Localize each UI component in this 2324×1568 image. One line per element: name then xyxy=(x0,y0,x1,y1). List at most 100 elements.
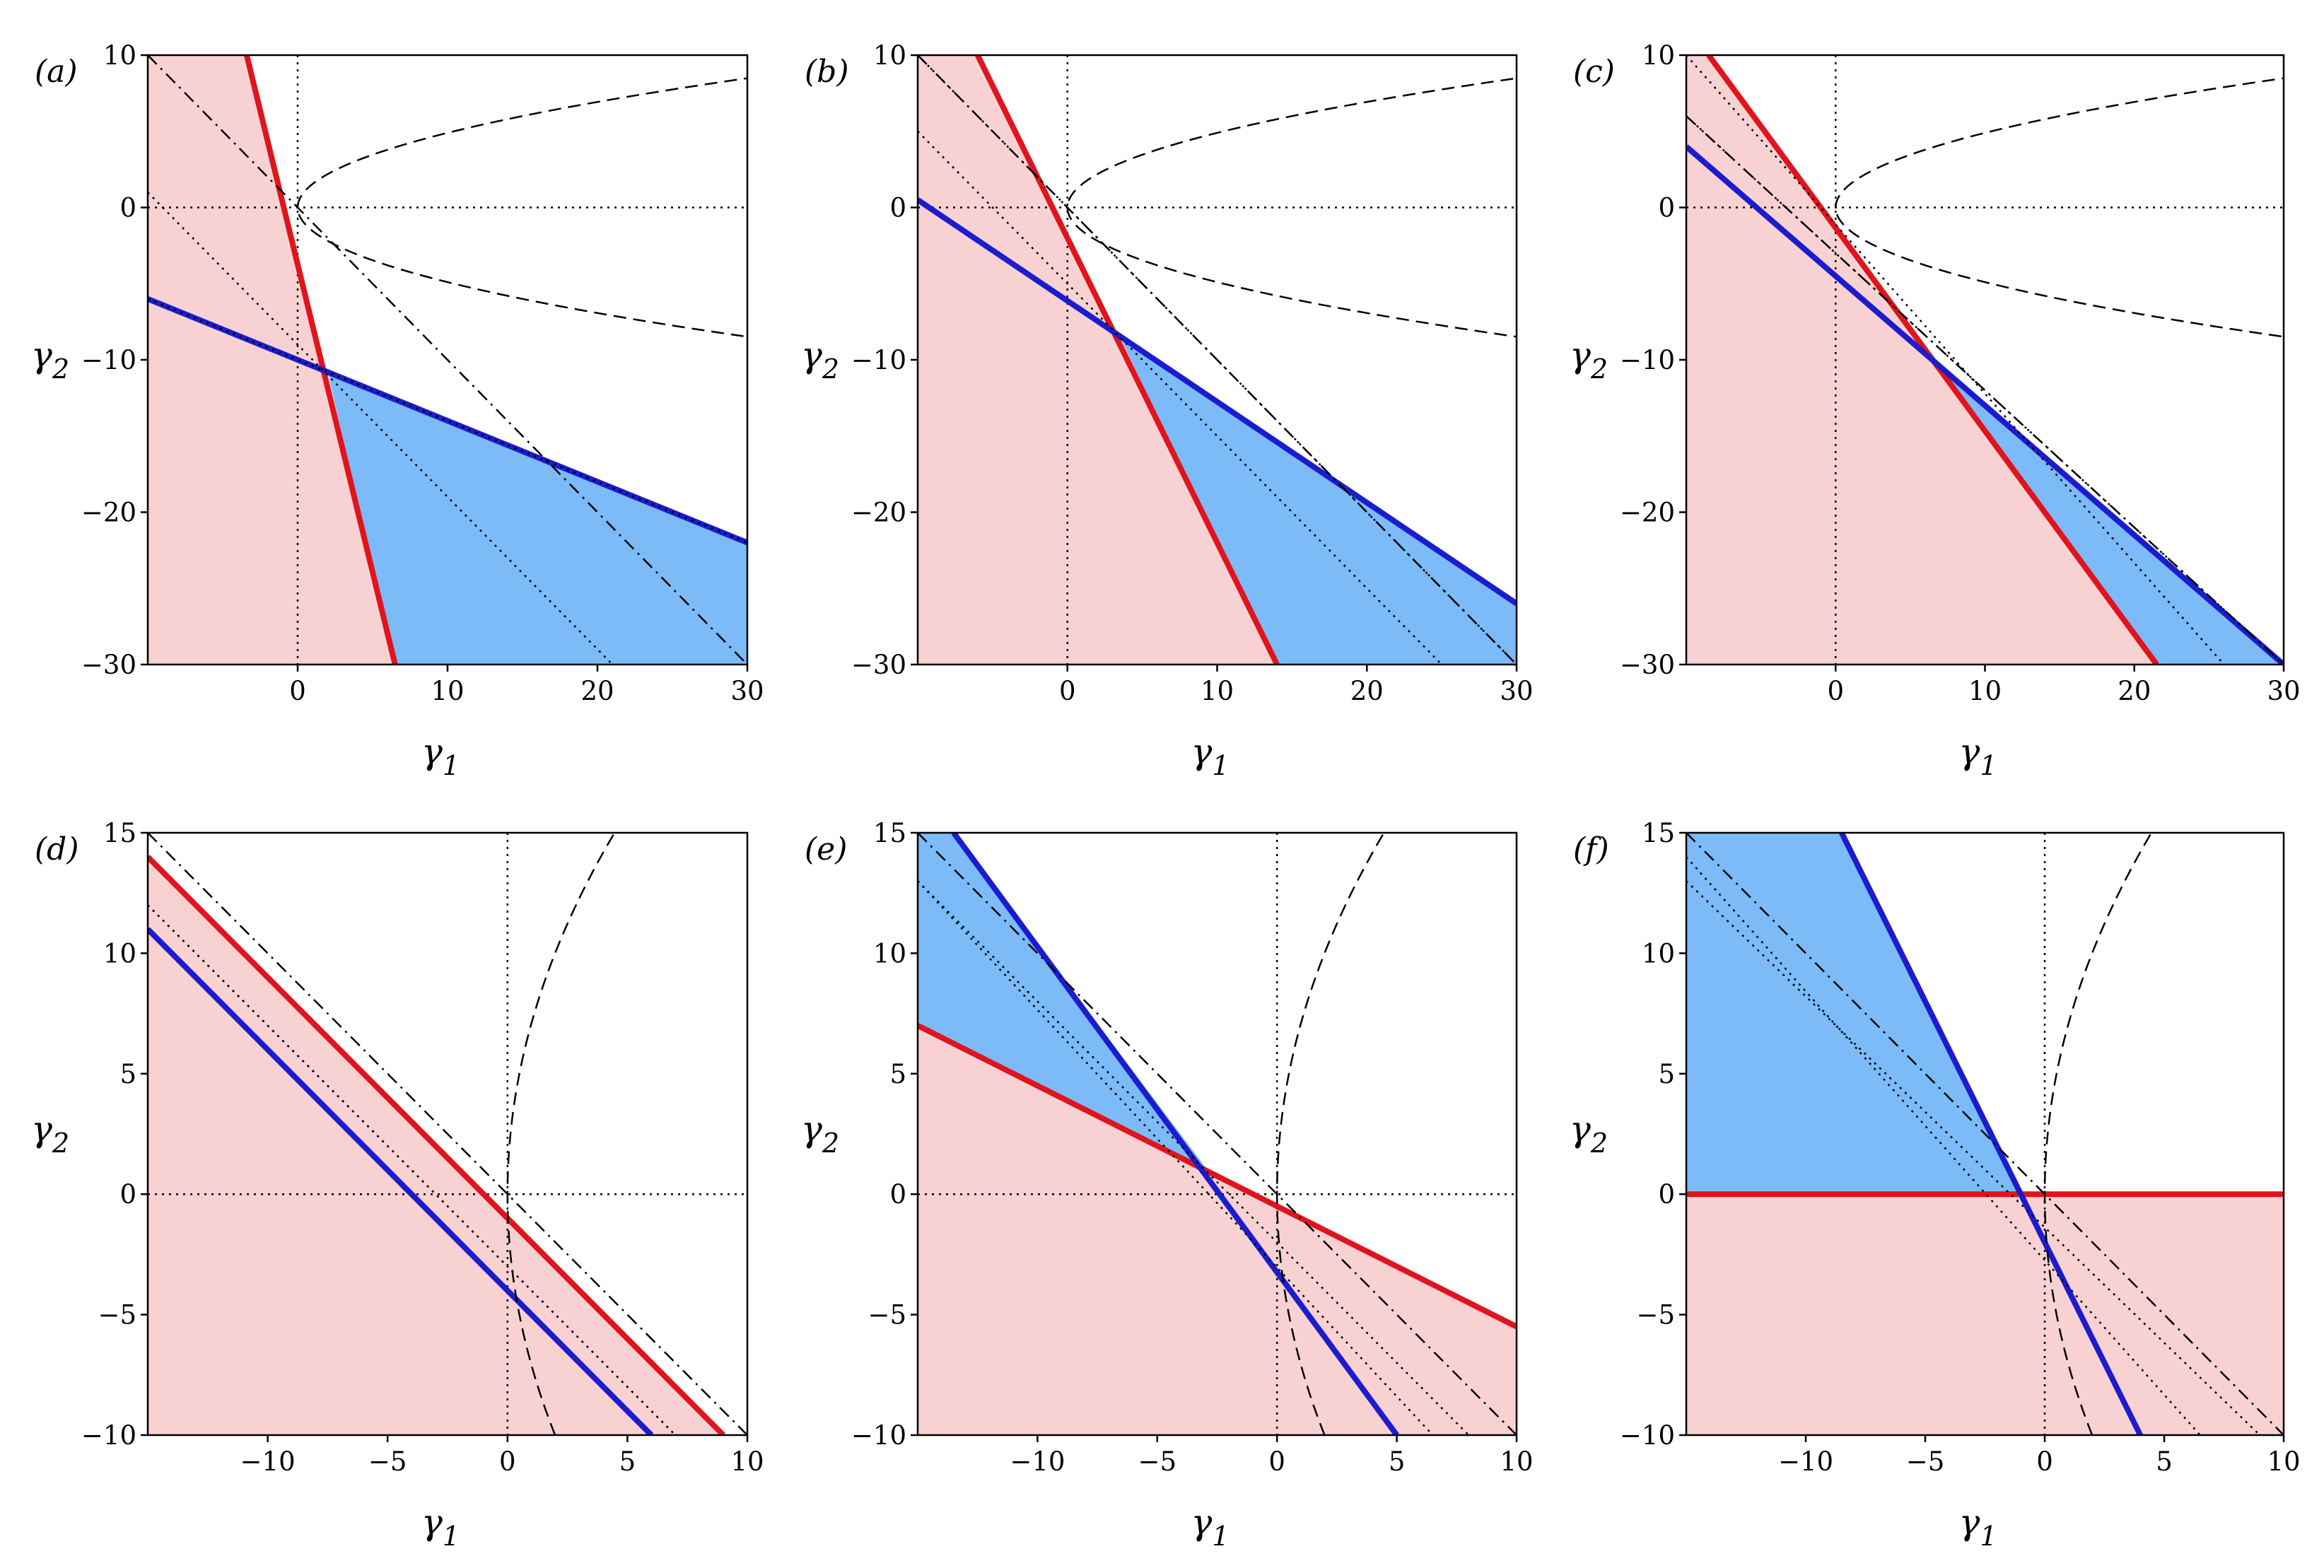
y-tick-label: 10 xyxy=(873,40,906,71)
y-tick-label: −20 xyxy=(1620,498,1675,528)
dotted-line-1 xyxy=(1686,55,2225,665)
x-axis-label: γ1 xyxy=(1191,731,1229,781)
red-region xyxy=(1686,55,2157,665)
x-tick-label: 5 xyxy=(2156,1446,2173,1477)
y-tick-label: 0 xyxy=(1658,193,1675,223)
y-tick-label: −10 xyxy=(81,345,136,375)
blue-region xyxy=(327,372,747,665)
dotted-line-1 xyxy=(918,130,1443,665)
y-tick-label: −20 xyxy=(851,498,906,528)
x-tick-label: 0 xyxy=(2036,1446,2053,1477)
parabola-curve xyxy=(506,833,616,1435)
x-tick-label: 0 xyxy=(1059,676,1076,706)
x-tick-label: 5 xyxy=(1389,1446,1406,1477)
blue-line xyxy=(1839,833,2143,1435)
tangent-line xyxy=(1686,833,2284,1435)
x-tick-label: 0 xyxy=(1827,676,1844,706)
y-tick-label: 0 xyxy=(889,1179,906,1210)
panel-f: −10 −5 0 5 10 −10 −5 0 5 10 15 γ1 γ2 (f) xyxy=(1570,818,2301,1552)
blue-line xyxy=(918,197,1517,607)
plot-area xyxy=(1686,55,2284,665)
tangent-line xyxy=(148,833,747,1435)
panel-c: 0 10 20 30 −30 −20 −10 0 10 γ1 γ2 (c) xyxy=(1570,40,2301,781)
y-tick-label: 10 xyxy=(103,938,136,969)
x-tick-label: 10 xyxy=(730,1446,764,1477)
plot-area xyxy=(1686,833,2284,1435)
dotted-line-2 xyxy=(148,298,747,544)
x-tick-label: 10 xyxy=(1500,1446,1533,1477)
blue-line xyxy=(1686,144,2284,665)
y-axis-label: γ2 xyxy=(31,1108,69,1159)
parabola-curve xyxy=(1834,77,2284,338)
y-tick-label: 10 xyxy=(1642,40,1675,71)
y-tick-label: 0 xyxy=(119,1179,136,1210)
y-tick-label: −30 xyxy=(81,650,136,680)
x-tick-label: 20 xyxy=(2118,676,2151,706)
y-tick-label: 5 xyxy=(119,1059,136,1089)
y-tick-label: 0 xyxy=(1658,1179,1675,1210)
parabola-curve xyxy=(1066,77,1517,338)
panel-label: (f) xyxy=(1573,831,1609,867)
plot-area xyxy=(148,833,747,1435)
dotted-line-2 xyxy=(148,904,677,1435)
plot-area xyxy=(148,55,747,665)
y-tick-label: 5 xyxy=(889,1059,906,1089)
x-tick-label: 10 xyxy=(431,676,464,706)
dotted-line-2 xyxy=(918,55,1517,665)
x-axis-label: γ1 xyxy=(421,1502,460,1552)
x-tick-label: 10 xyxy=(2267,1446,2300,1477)
dotted-line-2 xyxy=(918,880,1434,1435)
y-tick-label: 10 xyxy=(103,40,136,71)
y-axis-label: γ2 xyxy=(1570,1108,1608,1159)
y-tick-label: −10 xyxy=(851,1420,906,1451)
y-tick-label: −10 xyxy=(1620,1420,1675,1451)
panel-b: 0 10 20 30 −30 −20 −10 0 10 γ1 γ2 (b) xyxy=(801,40,1534,781)
x-tick-label: 10 xyxy=(1968,676,2002,706)
y-tick-label: 0 xyxy=(889,193,906,223)
x-axis-label: γ1 xyxy=(1958,1502,1997,1552)
y-tick-label: 15 xyxy=(103,818,136,848)
red-line xyxy=(244,55,398,665)
red-region xyxy=(148,55,395,665)
red-line xyxy=(975,55,1280,665)
panel-label: (b) xyxy=(805,54,849,90)
x-tick-label: 5 xyxy=(619,1446,636,1477)
panel-label: (a) xyxy=(35,54,78,90)
x-tick-label: 10 xyxy=(1201,676,1234,706)
y-tick-label: −5 xyxy=(868,1300,906,1330)
red-region xyxy=(1686,1194,2284,1435)
dotted-line-2 xyxy=(1686,856,2201,1435)
dotted-line-1 xyxy=(148,192,614,665)
y-tick-label: −30 xyxy=(851,650,906,680)
parabola-curve xyxy=(2043,833,2152,1435)
y-axis-label: γ2 xyxy=(801,1108,839,1159)
plot-frame xyxy=(916,831,1518,1437)
panel-label: (e) xyxy=(805,831,847,867)
blue-region xyxy=(918,833,1208,1171)
y-tick-label: 10 xyxy=(873,938,906,969)
x-tick-label: 20 xyxy=(580,676,614,706)
panel-e: −10 −5 0 5 10 −10 −5 0 5 10 15 γ1 γ2 (e) xyxy=(801,818,1534,1552)
x-axis-label: γ1 xyxy=(1191,1502,1229,1552)
x-tick-label: 30 xyxy=(730,676,764,706)
x-tick-label: 30 xyxy=(2267,676,2300,706)
x-tick-label: −10 xyxy=(1010,1446,1065,1477)
x-tick-label: −5 xyxy=(1138,1446,1177,1477)
x-tick-label: 20 xyxy=(1350,676,1384,706)
y-tick-label: 0 xyxy=(119,193,136,223)
panel-label: (c) xyxy=(1573,54,1615,90)
x-tick-label: 0 xyxy=(289,676,306,706)
y-tick-label: −30 xyxy=(1620,650,1675,680)
x-tick-label: −10 xyxy=(240,1446,296,1477)
panel-a: 0 10 20 30 −30 −20 −10 0 10 γ1 γ2 (a) xyxy=(31,40,764,781)
plot-area xyxy=(918,55,1517,665)
x-tick-label: 0 xyxy=(1268,1446,1285,1477)
plot-frame xyxy=(146,831,749,1437)
parabola-curve xyxy=(1275,833,1385,1435)
y-tick-label: −10 xyxy=(1620,345,1675,375)
x-tick-label: −10 xyxy=(1778,1446,1833,1477)
panel-d: −10 −5 0 5 10 −10 −5 0 5 10 15 γ1 γ2 (d) xyxy=(31,818,764,1552)
dotted-line-1 xyxy=(1686,880,2261,1435)
blue-region xyxy=(1116,331,1517,665)
